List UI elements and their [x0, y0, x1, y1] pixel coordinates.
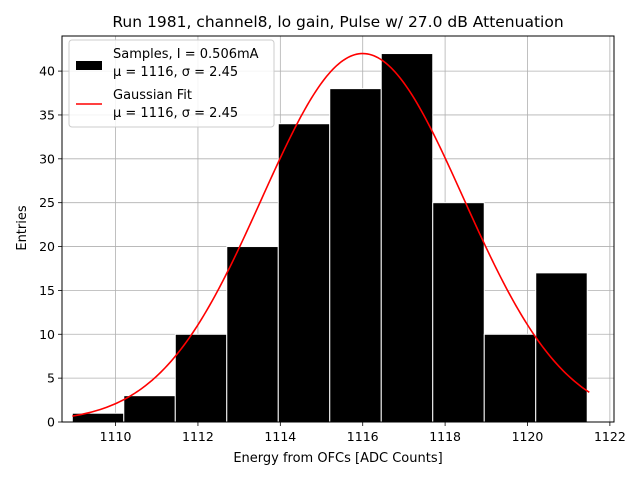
x-tick-label: 1118	[429, 429, 461, 444]
y-tick-label: 5	[47, 371, 55, 386]
histogram-bar	[226, 246, 279, 423]
x-tick-label: 1122	[594, 429, 626, 444]
histogram-bar	[277, 123, 331, 423]
gaussian-fit	[72, 52, 590, 417]
legend: Samples, I = 0.506mA μ = 1116, σ = 2.45 …	[68, 39, 275, 128]
histogram-bar	[380, 53, 434, 423]
legend-label-samples: Samples, I = 0.506mA	[113, 47, 259, 62]
histogram-bar	[432, 202, 485, 423]
x-tick-label: 1120	[512, 429, 544, 444]
histogram-bar	[123, 395, 176, 423]
histogram-bar	[483, 333, 537, 423]
y-tick-label: 35	[39, 107, 55, 122]
y-tick-label: 40	[39, 64, 55, 79]
x-axis-label: Energy from OFCs [ADC Counts]	[233, 451, 442, 466]
y-tick-label: 15	[39, 283, 55, 298]
y-tick-label: 30	[39, 151, 55, 166]
legend-stats-samples: μ = 1116, σ = 2.45	[113, 65, 238, 80]
chart-title: Run 1981, channel8, lo gain, Pulse w/ 27…	[112, 13, 563, 31]
histogram-bar	[535, 272, 588, 423]
legend-box	[68, 39, 275, 128]
legend-stats-fit: μ = 1116, σ = 2.45	[113, 106, 238, 121]
y-axis-label: Entries	[15, 205, 30, 251]
x-tick-label: 1110	[100, 429, 132, 444]
legend-swatch-samples	[76, 61, 102, 70]
y-tick-label: 25	[39, 195, 55, 210]
y-tick-label: 20	[39, 239, 55, 254]
legend-label-fit: Gaussian Fit	[113, 88, 192, 103]
histogram-bar	[329, 88, 382, 423]
x-tick-label: 1114	[264, 429, 296, 444]
y-tick-label: 0	[47, 415, 55, 430]
histogram-bars	[71, 53, 588, 423]
gaussian-fit-line	[72, 52, 590, 417]
plot-frame	[61, 35, 615, 423]
x-tick-label: 1116	[347, 429, 379, 444]
y-axis-ticks: 0 5 10 15 20 25 30 35 40	[39, 64, 62, 430]
x-tick-label: 1112	[182, 429, 214, 444]
x-axis-ticks: 1110 1112 1114 1116 1118 1120 1122	[100, 422, 626, 444]
y-tick-label: 10	[39, 327, 55, 342]
